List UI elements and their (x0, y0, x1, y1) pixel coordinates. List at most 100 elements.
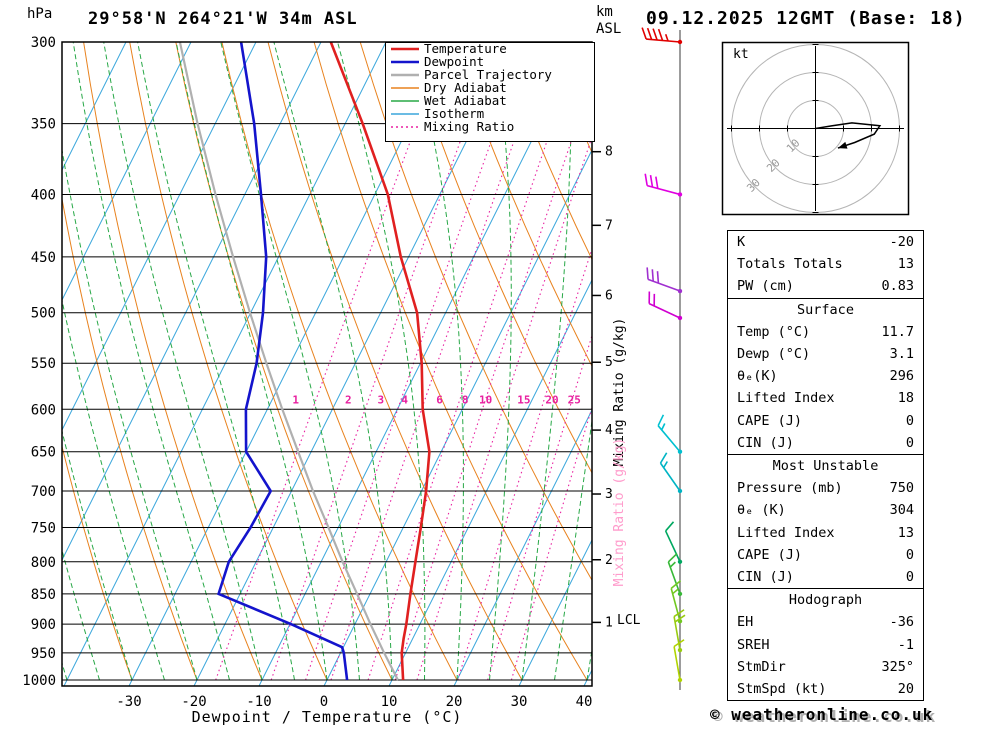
pressure-axis-label: 550 (31, 356, 56, 372)
mixing-ratio-value-label: 1 (292, 393, 299, 406)
wind-barb (648, 291, 683, 321)
copyright: © weatheronline.co.uk (710, 705, 933, 724)
stats-table: Surface Temp (°C) 11.7 Dewp (°C) 3.1 θₑ(K) 296… (727, 297, 924, 456)
table-section-header: Surface (797, 301, 854, 318)
parcel-trajectory-line (178, 42, 399, 681)
asl-axis-label: ASL (596, 21, 621, 37)
stats-table: Most Unstable Pressure (mb) 750 θₑ (K) 304 Li… (727, 454, 924, 590)
datetime-title: 09.12.2025 12GMT (Base: 18) (646, 8, 966, 29)
mixing-ratio-value-label: 2 (345, 393, 352, 406)
lcl-label: LCL (617, 613, 641, 628)
stat-row: StmDir 325° (728, 656, 923, 678)
wet-adiabat-line (0, 42, 2, 680)
stat-row: SREH -1 (728, 634, 923, 656)
stat-row: Pressure (mb) 750 (728, 477, 923, 499)
plot-border (61, 41, 593, 687)
wet-adiabat-line (62, 548, 100, 681)
isotherm-line (518, 538, 592, 686)
mixing-ratio-value-labels: 1 2 3 4 6 8 10 15 20 25 (292, 393, 580, 406)
stat-label: CIN (J) (737, 569, 794, 586)
isotherm-line (258, 42, 582, 686)
stats-table: Hodograph EH -36 SREH -1 StmDir 325° StmSpd (kt… (727, 588, 924, 702)
temp-axis-label: -30 (116, 694, 141, 710)
wind-barb (641, 27, 683, 45)
hodograph-box (721, 41, 910, 216)
pressure-axis-label: 300 (31, 35, 56, 51)
sounding-profile-lines (178, 42, 431, 681)
hodograph-ring-label: 10 (784, 137, 803, 156)
legend-label: Temperature (424, 41, 507, 56)
isotherm-line (128, 42, 452, 686)
isotherm-line (63, 42, 387, 686)
x-axis-title: Dewpoint / Temperature (°C) (192, 708, 463, 726)
stat-row: θₑ(K) 296 (728, 365, 923, 387)
isotherm-line (62, 42, 127, 172)
wet-adiabat-line (72, 42, 230, 681)
location-title: 29°58'N 264°21'W 34m ASL (88, 9, 358, 29)
stat-value: 0 (905, 434, 914, 451)
copyright-shadow: © weatheronline.co.uk (713, 707, 936, 726)
legend-label: Dry Adiabat (424, 80, 507, 95)
stats-panel: K -20 Totals Totals 13 PW (cm) 0.83 Surface Tem… (727, 230, 924, 702)
legend-box (385, 42, 595, 142)
stat-label: θₑ (K) (737, 502, 786, 519)
wind-barb (673, 639, 685, 683)
temp-axis-label: 20 (446, 694, 463, 710)
stat-label: StmSpd (kt) (737, 681, 827, 698)
stat-row: EH -36 (728, 611, 923, 633)
mixing-ratio-line (215, 42, 448, 681)
stat-value: 18 (897, 390, 914, 407)
km-axis-label: 6 (605, 288, 613, 303)
dry-adiabat-line (83, 42, 263, 681)
stat-value: -36 (889, 614, 914, 631)
dewpoint-line (217, 42, 349, 681)
km-axis-label: 4 (605, 423, 613, 438)
stat-row: Lifted Index 18 (728, 387, 923, 409)
stat-label: Pressure (mb) (737, 480, 843, 497)
stat-label: StmDir (737, 658, 786, 675)
km-axis: 1 2 3 4 5 6 7 8 (592, 145, 613, 630)
isotherm-line (62, 42, 257, 432)
km-axis-label: 1 (605, 615, 613, 630)
pressure-axis-label: 700 (31, 484, 56, 500)
wet-adiabat-line (103, 42, 263, 681)
km-axis-label: 8 (605, 145, 613, 160)
table-section-header: Most Unstable (772, 458, 879, 475)
stat-row: PW (cm) 0.83 (728, 275, 923, 297)
stat-value: 750 (889, 480, 914, 497)
pressure-axis-labels: 300 350 400 450 500 550 600 650 700 750 800 850 900 9… (22, 35, 56, 689)
stat-label: PW (cm) (737, 278, 794, 295)
wet-adiabat-line (273, 42, 393, 681)
temp-axis-label: 30 (511, 694, 528, 710)
pressure-axis-label: 600 (31, 402, 56, 418)
pressure-axis-label: 400 (31, 187, 56, 203)
stat-row: Temp (°C) 11.7 (728, 321, 923, 343)
stat-value: 13 (897, 524, 914, 541)
hodograph-unit-label: kt (733, 47, 749, 62)
wet-adiabat-line (62, 429, 133, 681)
pressure-axis-label: 450 (31, 250, 56, 266)
stat-row: K -20 (728, 231, 923, 253)
dry-adiabat-line (913, 42, 1000, 680)
km-axis-label: 7 (605, 218, 613, 233)
stat-row: StmSpd (kt) 20 (728, 678, 923, 700)
wind-barb (667, 552, 683, 597)
stat-label: θₑ(K) (737, 368, 778, 385)
legend-label: Isotherm (424, 106, 484, 121)
mixing-ratio-value-label: 20 (545, 393, 558, 406)
wet-adiabat-line (62, 298, 165, 681)
stat-row: CIN (J) 0 (728, 432, 923, 454)
km-axis-label: km (596, 4, 613, 20)
mixing-ratio-value-label: 10 (479, 393, 492, 406)
isotherm-line (388, 278, 592, 686)
temperature-line (329, 42, 431, 681)
km-axis-label: 2 (605, 553, 613, 568)
wet-adiabat-line (521, 42, 573, 681)
pressure-axis-label: 1000 (22, 673, 56, 689)
temp-axis-label: -20 (181, 694, 206, 710)
stat-row: Dewp (°C) 3.1 (728, 343, 923, 365)
hodograph-trace (815, 122, 882, 149)
stat-value: -1 (897, 636, 914, 653)
